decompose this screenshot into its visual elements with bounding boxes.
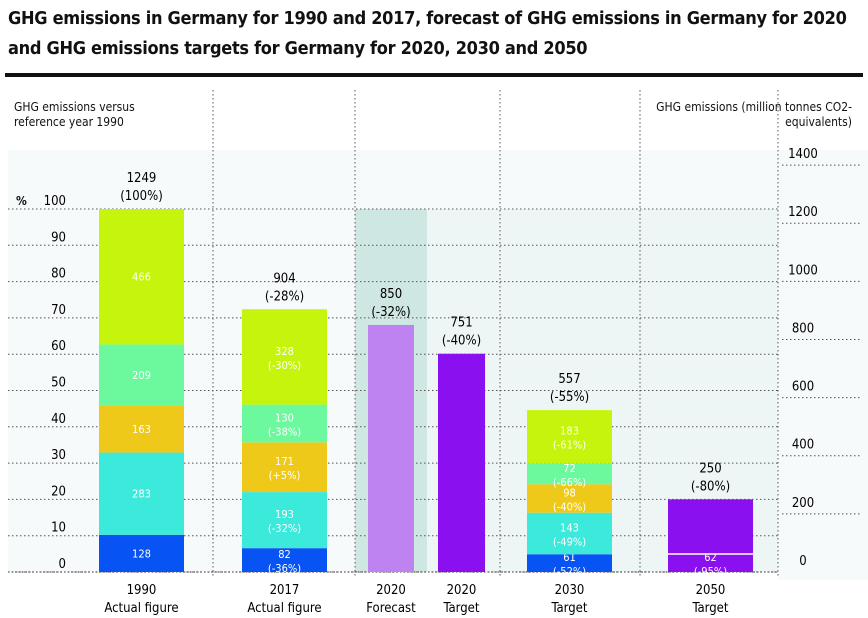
bar-segment (99, 344, 184, 406)
right-tick-label: 1400 (788, 147, 818, 162)
bar-segment (438, 353, 485, 572)
segment-value: 328 (275, 345, 294, 358)
bar-segment (368, 324, 414, 572)
bar-segment (242, 442, 327, 493)
category-label: Target (692, 601, 729, 616)
bar-total: 1249 (127, 171, 157, 186)
left-tick-label: 10 (51, 521, 66, 536)
left-tick-label: 20 (51, 484, 66, 499)
bar-change: (-40%) (442, 334, 481, 349)
right-tick-label: 600 (792, 380, 814, 395)
bar-change: (-32%) (371, 305, 410, 320)
segment-value: 98 (563, 486, 576, 499)
bar-total: 850 (380, 287, 402, 302)
left-axis-label: GHG emissions versus reference year 1990 (14, 100, 135, 129)
bar-segment (668, 553, 753, 572)
bar-change: (-55%) (550, 390, 589, 405)
left-tick-label: 80 (51, 267, 66, 282)
chart-title: GHG emissions in Germany for 1990 and 20… (8, 8, 847, 59)
bar-change: (100%) (120, 189, 163, 204)
category-label: Forecast (366, 601, 416, 616)
bar-change: (-28%) (265, 289, 304, 304)
bar-segment (242, 492, 327, 549)
segment-value: 72 (563, 462, 576, 475)
right-axis-label: GHG emissions (million tonnes CO2-equiva… (656, 100, 852, 129)
bar-total: 751 (450, 316, 472, 331)
bar-segment (99, 534, 184, 572)
segment-value: 283 (132, 488, 151, 501)
segment-value: 143 (560, 521, 579, 534)
bar-segment (242, 309, 327, 405)
right-tick-label: 1000 (788, 263, 818, 278)
bar-segment (99, 405, 184, 453)
bar-segment (527, 463, 612, 485)
segment-change: (-40%) (553, 500, 586, 513)
category-year: 2030 (555, 583, 585, 598)
segment-value: 209 (132, 369, 151, 382)
left-tick-label: 40 (51, 412, 66, 427)
bar-segment (527, 554, 612, 572)
left-tick-label: 30 (51, 448, 66, 463)
left-tick-label: 70 (51, 303, 66, 318)
right-tick-label: 200 (792, 496, 814, 511)
segment-value: 128 (132, 547, 151, 560)
bar-change: (-80%) (691, 479, 730, 494)
segment-change: (-95%) (694, 565, 727, 578)
bar-segment (242, 548, 327, 572)
right-tick-label: 400 (792, 438, 814, 453)
segment-value: 193 (275, 508, 294, 521)
bar-segment (242, 404, 327, 443)
bar-total: 250 (699, 461, 721, 476)
title-rule (5, 73, 863, 77)
segment-change: (-66%) (553, 476, 586, 489)
category-year: 1990 (127, 583, 157, 598)
segment-value: 466 (132, 271, 151, 284)
segment-change: (-38%) (268, 425, 301, 438)
segment-change: (+5%) (269, 469, 301, 482)
bar-segment (668, 499, 753, 554)
segment-value: 171 (275, 455, 294, 468)
left-tick-label: 50 (51, 376, 66, 391)
category-year: 2050 (696, 583, 726, 598)
category-year: 2020 (447, 583, 477, 598)
right-tick-label: 800 (792, 321, 814, 336)
left-tick-label: 60 (51, 339, 66, 354)
segment-change: (-49%) (553, 535, 586, 548)
right-tick-label: 0 (799, 554, 806, 569)
right-tick-label: 1200 (788, 205, 818, 220)
segment-change: (-52%) (553, 565, 586, 578)
right-axis-background (778, 150, 868, 580)
left-axis-unit: % (16, 194, 27, 208)
segment-change: (-32%) (268, 522, 301, 535)
segment-value: 61 (563, 551, 576, 564)
category-label: Target (551, 601, 588, 616)
left-tick-label: 0 (59, 557, 66, 572)
segment-value: 82 (278, 548, 291, 561)
category-year: 2020 (376, 583, 406, 598)
bar-segment (527, 410, 612, 464)
segment-value: 163 (132, 423, 151, 436)
category-year: 2017 (270, 583, 300, 598)
segment-change: (-30%) (268, 359, 301, 372)
bar-segment (527, 484, 612, 513)
segment-value: 183 (560, 425, 579, 438)
segment-change: (-36%) (268, 562, 301, 575)
bar-segment (99, 452, 184, 535)
left-tick-label: 100 (44, 194, 66, 209)
left-tick-label: 90 (51, 230, 66, 245)
segment-change: (-61%) (553, 439, 586, 452)
segment-value: 130 (275, 411, 294, 424)
category-label: Actual figure (104, 601, 178, 616)
bar-total: 904 (273, 271, 295, 286)
bar-segment (527, 512, 612, 555)
bar-segment (99, 209, 184, 345)
bar-total: 557 (558, 372, 580, 387)
category-label: Target (443, 601, 480, 616)
category-label: Actual figure (247, 601, 321, 616)
